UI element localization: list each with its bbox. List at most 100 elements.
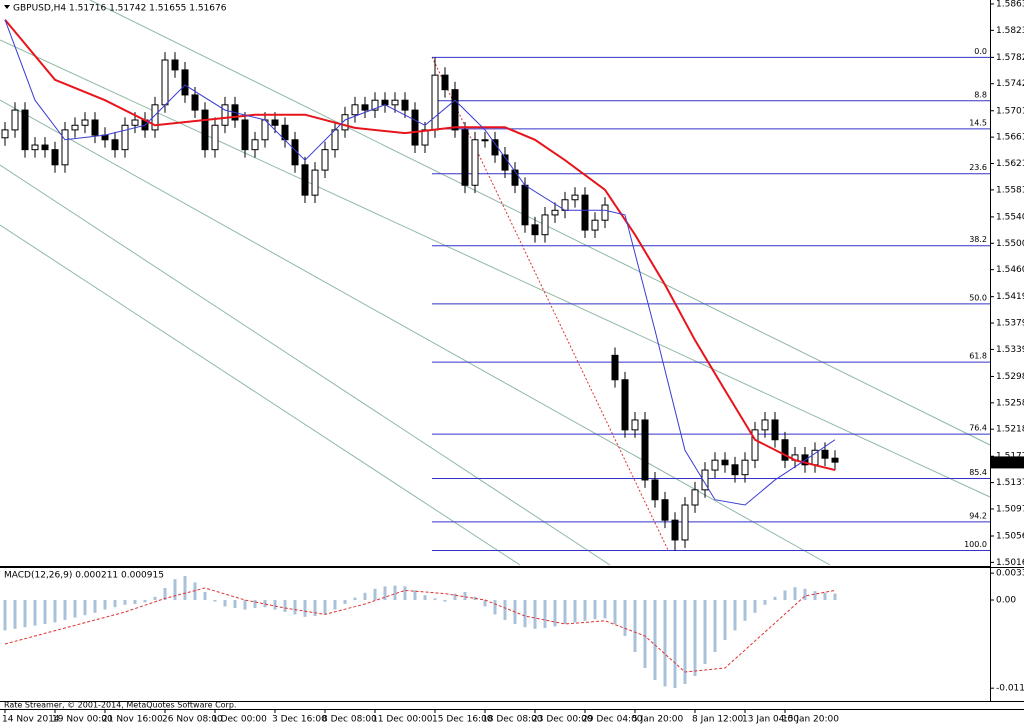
candle-body	[511, 169, 519, 186]
candle-body	[431, 74, 439, 131]
y-tick-label: 1.55000	[996, 239, 1024, 249]
candle-body	[21, 109, 29, 151]
x-tick-label: 21 Nov 16:00	[102, 715, 163, 725]
y-tick-label: 0.003356	[996, 569, 1024, 579]
candle-body	[11, 109, 19, 131]
candle-body	[581, 194, 589, 231]
candle-body	[641, 419, 649, 481]
x-tick-label: 8 Jan 12:00	[692, 715, 744, 725]
candle-body	[711, 459, 719, 471]
macd-bar	[643, 600, 647, 668]
macd-bar	[273, 600, 277, 610]
macd-bar	[53, 600, 57, 623]
macd-bar	[593, 600, 597, 620]
macd-bar	[123, 600, 127, 605]
candle-body	[761, 419, 769, 431]
macd-bar	[323, 600, 327, 615]
x-tick-label: 5 Jan 20:00	[632, 715, 684, 725]
x-tick-label: 29 Dec 04:00	[582, 715, 643, 725]
x-tick-label: 11 Dec 00:00	[372, 715, 433, 725]
candle-body	[321, 149, 329, 171]
fib-level-label: 85.4	[969, 468, 987, 477]
moving-average	[4, 19, 836, 472]
candle-body	[271, 119, 279, 126]
candle-body	[781, 439, 789, 461]
y-tick-label: 0.00	[996, 596, 1016, 606]
candle-body	[131, 119, 139, 126]
fib-level-label: 8.8	[974, 90, 987, 99]
candle-body	[351, 104, 359, 116]
macd-bar	[503, 600, 507, 620]
candle-body	[111, 139, 119, 151]
macd-bar	[693, 600, 697, 676]
macd-bar	[183, 576, 187, 600]
macd-bar	[673, 600, 677, 688]
macd-bar	[603, 600, 607, 619]
candle-body	[391, 99, 399, 106]
macd-bar	[483, 600, 487, 607]
macd-bar	[413, 590, 417, 600]
macd-bar	[233, 600, 237, 608]
macd-bar	[73, 600, 77, 618]
fib-level-label: 76.4	[969, 424, 987, 433]
macd-bar	[703, 600, 707, 664]
candle-body	[471, 139, 479, 186]
fib-level-label: 14.5	[969, 118, 987, 127]
y-tick-label: -0.011021	[996, 684, 1024, 694]
candle-body	[721, 459, 729, 466]
fib-level-label: 0.0	[974, 47, 987, 56]
macd-bar	[313, 600, 317, 616]
macd-bar	[153, 596, 157, 600]
title-icon	[4, 5, 10, 9]
macd-bar	[213, 600, 217, 602]
candle-body	[571, 194, 579, 201]
x-tick-label: 15 Jan 20:00	[782, 715, 839, 725]
macd-bar	[813, 591, 817, 600]
y-tick-label: 1.53390	[996, 345, 1024, 355]
fib-level-label: 23.6	[969, 163, 987, 172]
macd-bar	[353, 597, 357, 600]
y-tick-label: 1.52980	[996, 372, 1024, 382]
macd-bar	[23, 600, 27, 628]
candle-body	[251, 139, 259, 151]
x-tick-label: 19 Nov 00:00	[52, 715, 113, 725]
macd-bar	[283, 600, 287, 612]
macd-bar	[173, 579, 177, 600]
candle-body	[411, 109, 419, 146]
y-tick-label: 1.50160	[996, 558, 1024, 568]
candle-body	[751, 429, 759, 461]
macd-bar	[263, 600, 267, 608]
fib-level-label: 100.0	[964, 540, 987, 549]
macd-bar	[403, 586, 407, 600]
candle-body	[181, 69, 189, 96]
macd-bar	[253, 600, 257, 608]
macd-bar	[583, 600, 587, 621]
macd-bar	[243, 600, 247, 610]
macd-bar	[743, 600, 747, 621]
candle-body	[601, 204, 609, 221]
candle-body	[831, 457, 839, 463]
chart-title: GBPUSD,H4 1.51716 1.51742 1.51655 1.5167…	[13, 4, 227, 14]
candle-body	[551, 209, 559, 216]
x-tick-label: 14 Nov 2014	[2, 715, 60, 725]
candle-body	[631, 419, 639, 431]
macd-bar	[783, 590, 787, 600]
macd-bar	[823, 592, 827, 600]
macd-bar	[553, 600, 557, 627]
y-tick-label: 1.58230	[996, 26, 1024, 36]
macd-bar	[33, 600, 37, 626]
candle-body	[291, 139, 299, 166]
signal-line	[4, 587, 836, 673]
x-tick-label: 26 Nov 08:00	[162, 715, 223, 725]
y-tick-label: 1.58630	[996, 0, 1024, 9]
macd-bar	[463, 592, 467, 600]
macd-bar	[393, 585, 397, 600]
candle-body	[621, 379, 629, 431]
macd-bar	[523, 600, 527, 628]
candle-body	[461, 129, 469, 186]
macd-bar	[163, 588, 167, 600]
fib-level-label: 38.2	[969, 235, 987, 244]
candle-body	[121, 124, 129, 151]
